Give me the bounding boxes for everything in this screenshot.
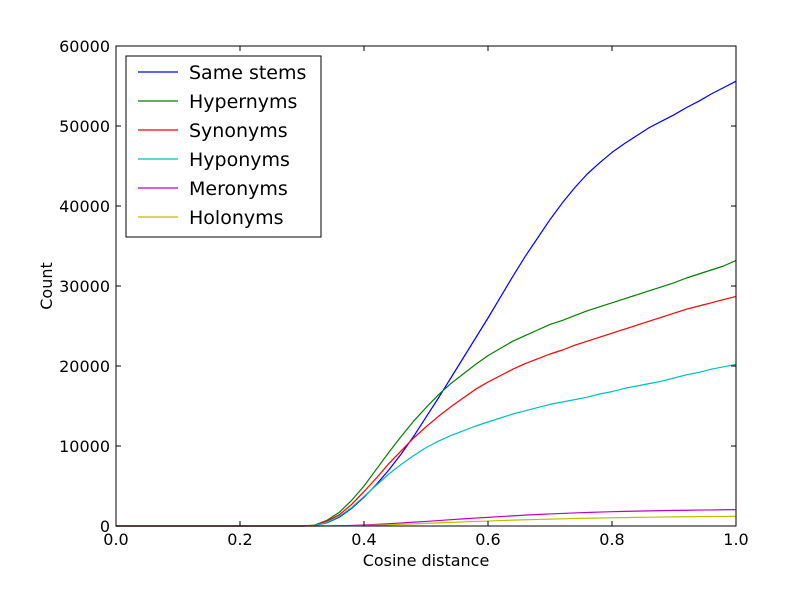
y-tick-label: 0 xyxy=(100,517,110,536)
legend-label: Holonyms xyxy=(189,207,284,229)
y-tick-label: 30000 xyxy=(59,277,110,296)
y-tick-label: 60000 xyxy=(59,37,110,56)
y-tick-label: 10000 xyxy=(59,437,110,456)
x-axis-label: Cosine distance xyxy=(363,551,490,570)
y-tick-label: 40000 xyxy=(59,197,110,216)
y-tick-label: 50000 xyxy=(59,117,110,136)
series-line-hypernyms xyxy=(116,259,737,527)
x-tick-label: 0.8 xyxy=(599,530,624,549)
series-line-synonyms xyxy=(116,295,737,527)
series-line-hyponyms xyxy=(116,363,737,527)
y-axis-ticks: 0 10000 20000 30000 40000 50000 60000 xyxy=(59,37,736,536)
legend-label: Same stems xyxy=(189,62,306,84)
series-layer xyxy=(116,80,737,527)
x-tick-label: 0.2 xyxy=(227,530,252,549)
legend: Same stems Hypernyms Synonyms Hyponyms Meron… xyxy=(125,55,322,238)
x-tick-label: 1.0 xyxy=(723,530,748,549)
x-tick-label: 0.4 xyxy=(351,530,376,549)
series-line-same-stems xyxy=(116,80,737,527)
y-tick-label: 20000 xyxy=(59,357,110,376)
y-axis-label: Count xyxy=(37,262,56,310)
legend-box xyxy=(125,55,322,238)
legend-label: Meronyms xyxy=(189,178,288,200)
legend-label: Hypernyms xyxy=(189,91,297,113)
x-tick-label: 0.0 xyxy=(103,530,128,549)
legend-label: Hyponyms xyxy=(189,149,290,171)
x-tick-label: 0.6 xyxy=(475,530,500,549)
legend-label: Synonyms xyxy=(189,120,288,142)
x-axis-ticks: 0.0 0.2 0.4 0.6 0.8 1.0 xyxy=(103,46,749,549)
